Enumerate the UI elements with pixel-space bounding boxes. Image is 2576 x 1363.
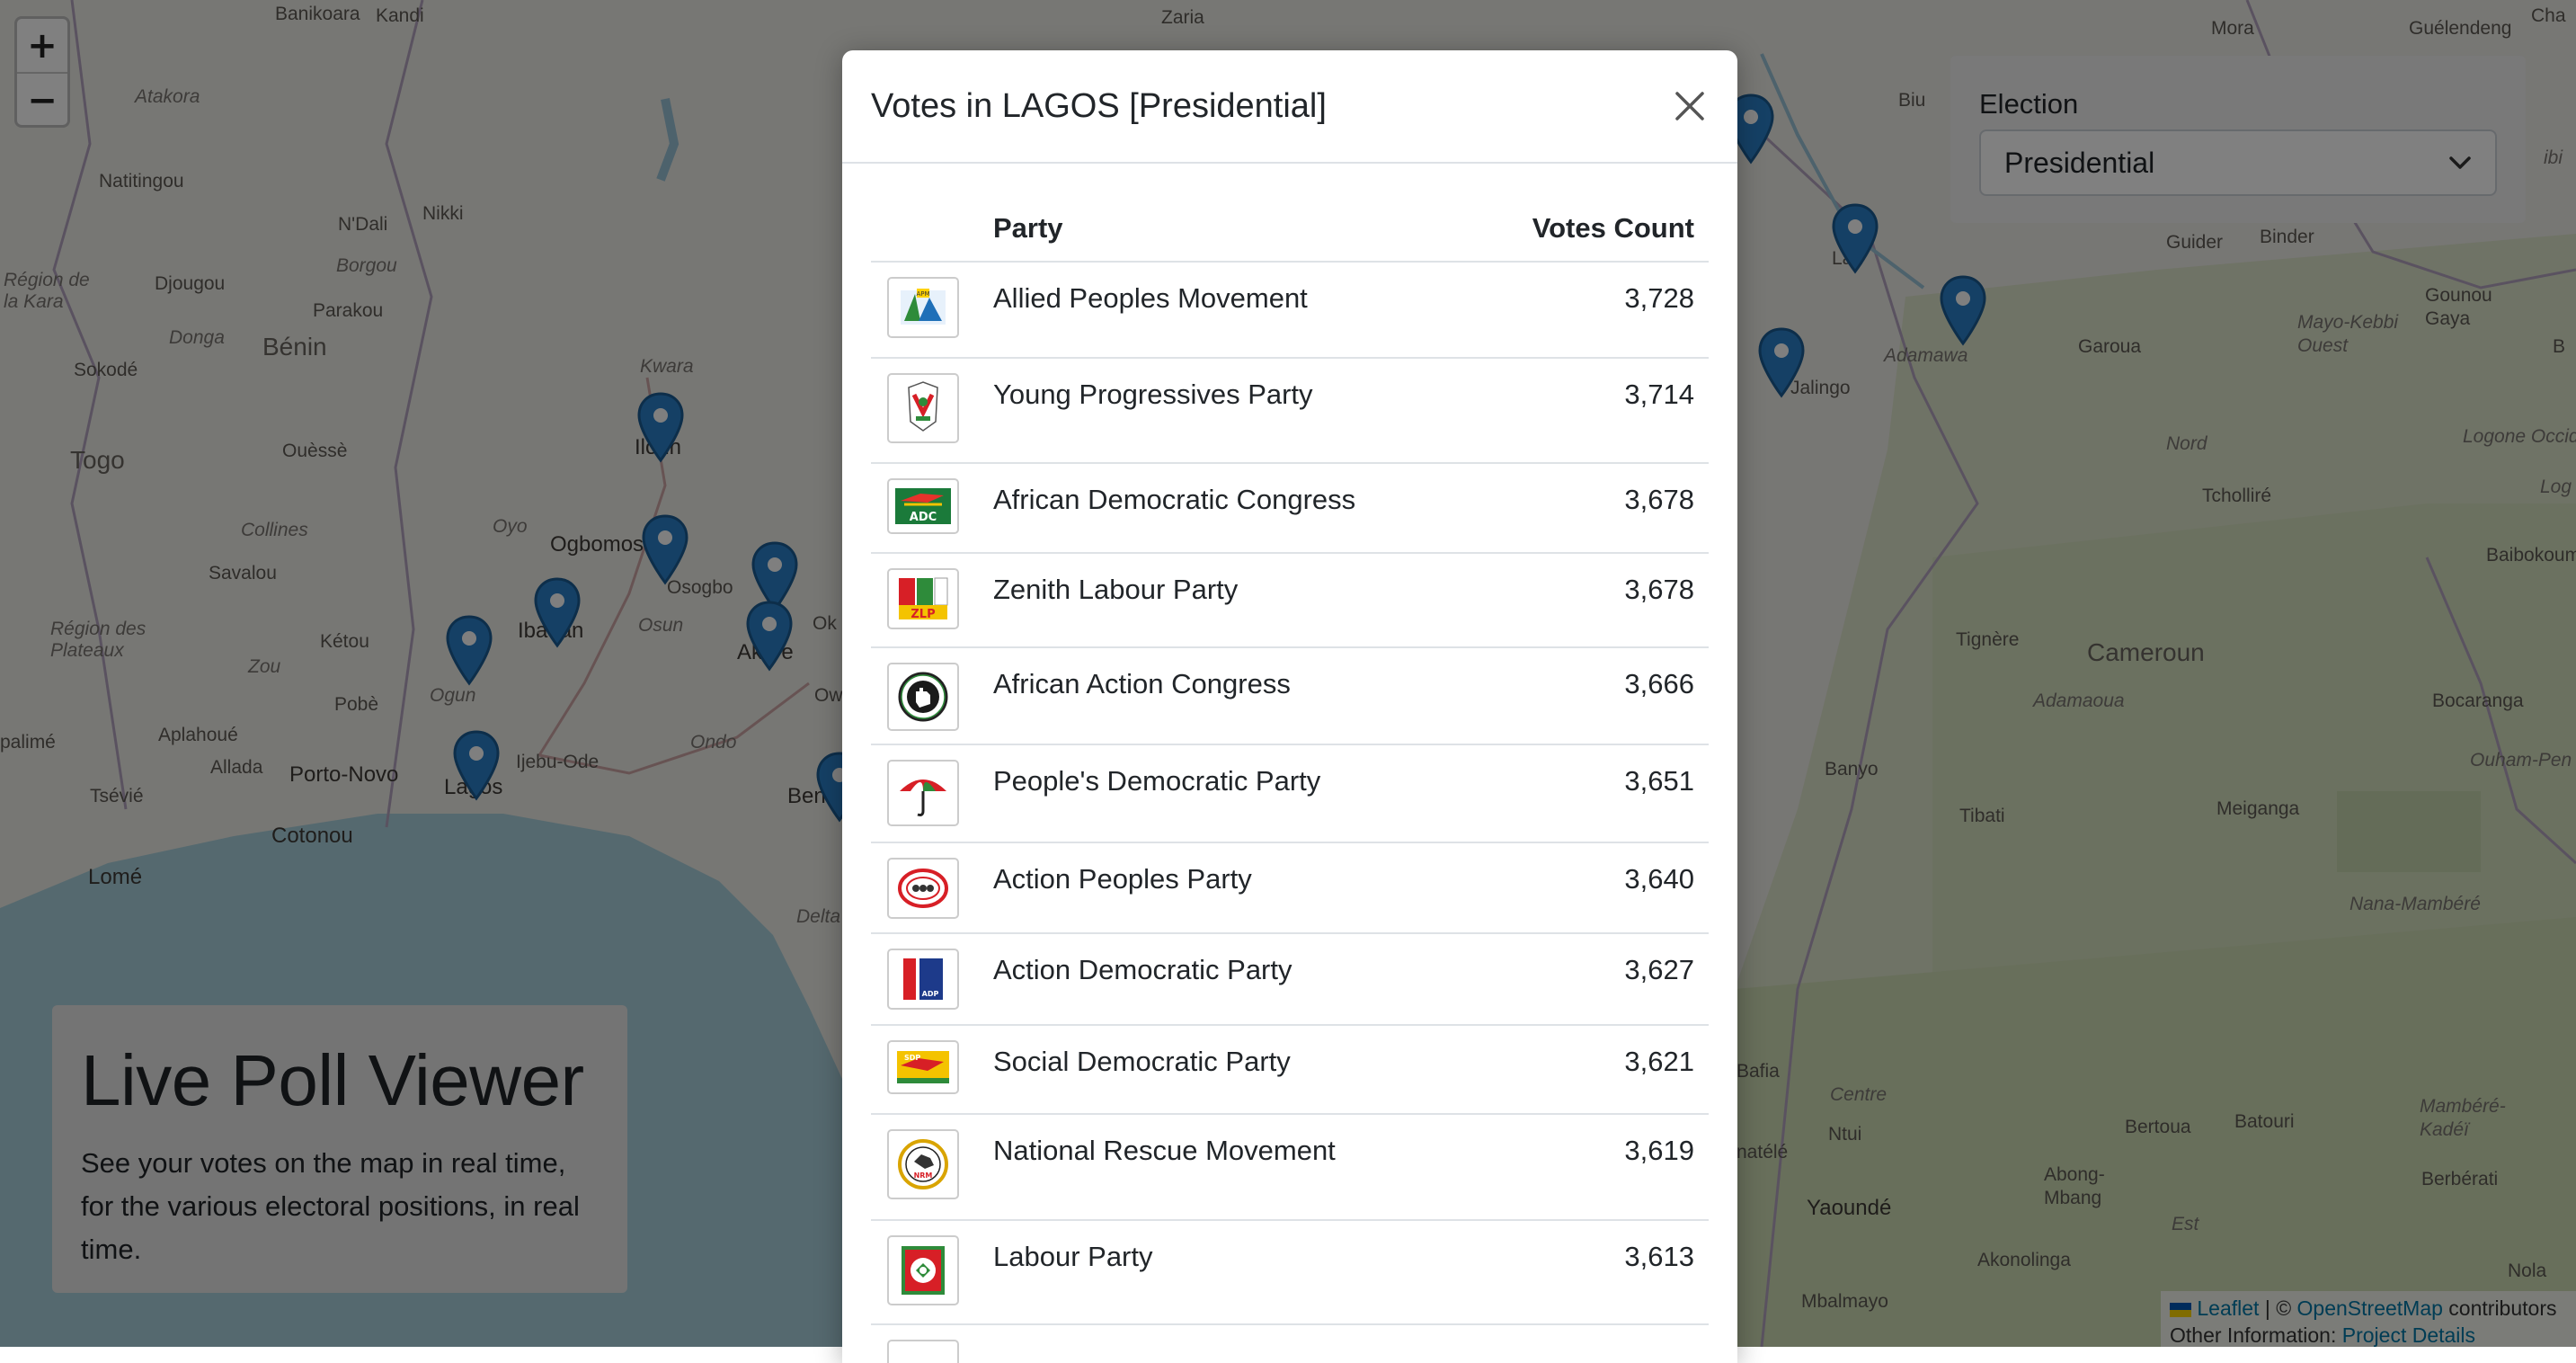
ukraine-flag-icon (2170, 1303, 2191, 1317)
table-row: ADP Action Democratic Party 3,627 (871, 933, 1709, 1026)
pdp-logo (887, 760, 959, 826)
election-label: Election (1979, 88, 2079, 120)
chevron-down-icon (2449, 156, 2471, 169)
svg-text:APM: APM (916, 290, 929, 298)
votes-count: 3,714 (1474, 358, 1709, 464)
table-row: Action Peoples Party 3,640 (871, 842, 1709, 934)
svg-text:ADP: ADP (922, 990, 939, 998)
party-name: National Rescue Movement (993, 1114, 1475, 1221)
table-row: APM Allied Peoples Movement 3,728 (871, 262, 1709, 359)
nrm-logo-icon: NRM (898, 1139, 948, 1189)
zlp-logo: ZLP (887, 568, 959, 629)
adc-logo: ADC (887, 478, 959, 534)
party-name: Action Democratic Party (993, 933, 1475, 1026)
sdp-logo: SDP (887, 1040, 959, 1094)
table-row: ZLP Zenith Labour Party 3,678 (871, 553, 1709, 648)
aac-logo-icon (898, 672, 948, 722)
table-row: Young Progressives Party 3,714 (871, 358, 1709, 464)
nrm-logo: NRM (887, 1129, 959, 1199)
votes-modal: Votes in LAGOS [Presidential] Party Vote… (842, 50, 1737, 1363)
modal-title: Votes in LAGOS [Presidential] (871, 86, 1327, 125)
attribution-contributors: contributors (2442, 1296, 2557, 1320)
ypp-logo-icon (908, 381, 938, 432)
logo-column-header (871, 196, 993, 263)
app-logo-icon (898, 869, 948, 908)
svg-text:ADC: ADC (910, 511, 937, 524)
party-logo-partial (887, 1340, 959, 1363)
sdp-logo-icon: SDP (897, 1051, 949, 1083)
adp-logo: ADP (887, 949, 959, 1010)
votes-count: 3,627 (1474, 933, 1709, 1026)
svg-text:NRM: NRM (914, 1171, 933, 1180)
pdp-logo-icon (900, 779, 946, 816)
leaflet-link[interactable]: Leaflet (2197, 1296, 2260, 1320)
election-selected-value: Presidential (2004, 146, 2155, 179)
svg-text:SDP: SDP (904, 1054, 920, 1062)
votes-column-header: Votes Count (1474, 196, 1709, 263)
zlp-logo-icon: ZLP (897, 576, 949, 621)
party-name: Zenith Labour Party (993, 553, 1475, 648)
modal-header: Votes in LAGOS [Presidential] (842, 50, 1737, 164)
election-select[interactable]: Presidential (1979, 129, 2497, 196)
votes-count: 3,678 (1474, 553, 1709, 648)
party-name: Social Democratic Party (993, 1025, 1475, 1115)
table-row (871, 1324, 1709, 1363)
votes-count: 3,621 (1474, 1025, 1709, 1115)
party-name: Action Peoples Party (993, 842, 1475, 934)
party-name: Young Progressives Party (993, 358, 1475, 464)
aac-logo (887, 663, 959, 731)
apm-logo: APM (887, 277, 959, 338)
zoom-in-button[interactable]: + (17, 19, 67, 74)
lp-logo (887, 1235, 959, 1305)
votes-count: 3,651 (1474, 744, 1709, 843)
app-logo (887, 858, 959, 919)
votes-count: 3,678 (1474, 463, 1709, 554)
table-row: African Action Congress 3,666 (871, 647, 1709, 745)
zoom-out-button[interactable]: − (27, 79, 58, 121)
hero-title: Live Poll Viewer (81, 1040, 584, 1120)
osm-link[interactable]: OpenStreetMap (2296, 1296, 2443, 1320)
election-panel: Election Presidential (1950, 56, 2526, 223)
adp-logo-icon: ADP (903, 958, 943, 1000)
hero-panel: Live Poll Viewer See your votes on the m… (52, 1005, 627, 1293)
modal-body: Party Votes Count APM Allied Peoples Mov… (842, 164, 1737, 1363)
close-button[interactable] (1669, 85, 1710, 127)
apm-logo-icon: APM (901, 289, 946, 325)
party-name: People's Democratic Party (993, 744, 1475, 843)
zoom-control: + − (14, 16, 70, 128)
other-info-label: Other Information: (2170, 1323, 2342, 1347)
table-header-row: Party Votes Count (871, 196, 1709, 263)
party-column-header: Party (993, 196, 1475, 263)
votes-count: 3,666 (1474, 647, 1709, 745)
lp-logo-icon (902, 1246, 945, 1295)
votes-count: 3,619 (1474, 1114, 1709, 1221)
table-row: SDP Social Democratic Party 3,621 (871, 1025, 1709, 1115)
project-details-link[interactable]: Project Details (2341, 1323, 2476, 1347)
table-row: People's Democratic Party 3,651 (871, 744, 1709, 843)
votes-table: Party Votes Count APM Allied Peoples Mov… (871, 196, 1709, 1363)
votes-count: 3,728 (1474, 262, 1709, 359)
close-icon (1675, 92, 1704, 120)
party-name: Allied Peoples Movement (993, 262, 1475, 359)
table-row: NRM National Rescue Movement 3,619 (871, 1114, 1709, 1221)
votes-count: 3,640 (1474, 842, 1709, 934)
hero-description: See your votes on the map in real time, … (81, 1147, 580, 1265)
table-row: ADC African Democratic Congress 3,678 (871, 463, 1709, 554)
map-attribution: Leaflet | © OpenStreetMap contributors O… (2161, 1291, 2576, 1347)
svg-text:ZLP: ZLP (910, 608, 935, 621)
ypp-logo (887, 373, 959, 443)
adc-logo-icon: ADC (895, 488, 951, 524)
votes-count: 3,613 (1474, 1220, 1709, 1325)
table-row: Labour Party 3,613 (871, 1220, 1709, 1325)
party-name: African Action Congress (993, 647, 1475, 745)
attribution-separator: | © (2259, 1296, 2297, 1320)
party-name: Labour Party (993, 1220, 1475, 1325)
party-name: African Democratic Congress (993, 463, 1475, 554)
